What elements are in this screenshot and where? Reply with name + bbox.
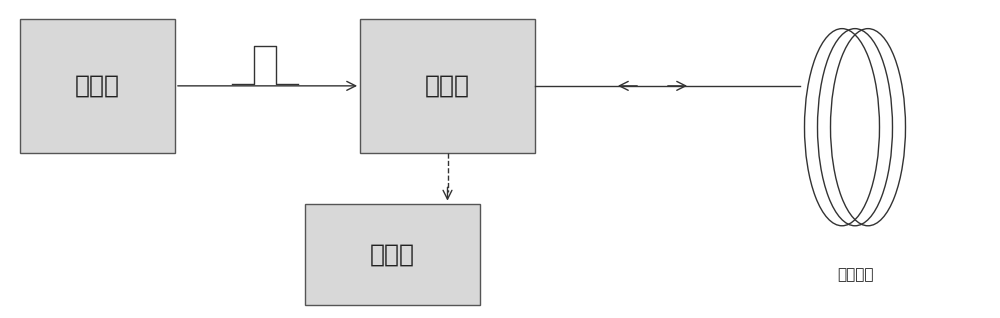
Text: 耦合器: 耦合器: [425, 74, 470, 98]
Text: 泵浦光: 泵浦光: [75, 74, 120, 98]
Text: 传感光纤: 传感光纤: [837, 267, 873, 282]
Bar: [360, 19, 535, 153]
Text: 探测器: 探测器: [370, 242, 415, 266]
Bar: [20, 19, 175, 153]
Bar: [305, 204, 480, 305]
